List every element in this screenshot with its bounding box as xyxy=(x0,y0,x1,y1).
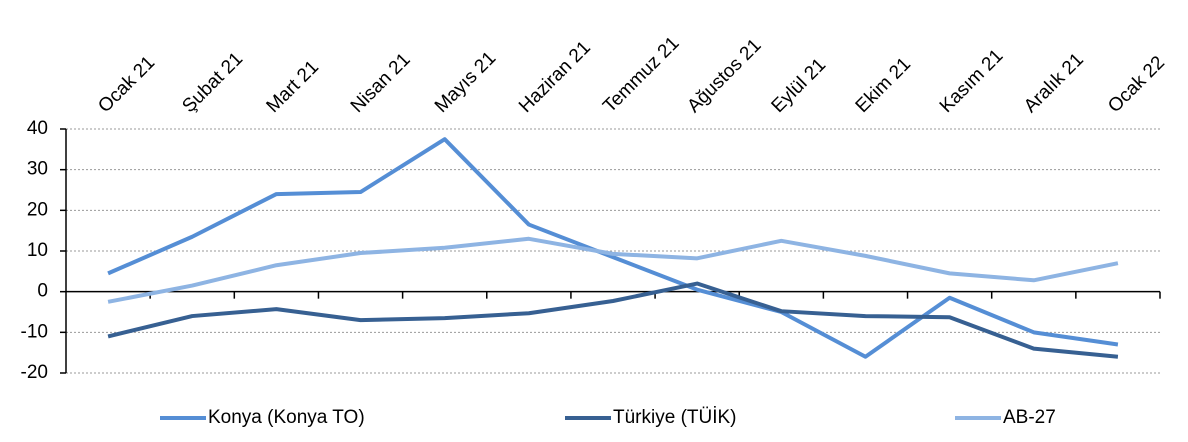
x-tick-label: Ekim 21 xyxy=(852,54,915,117)
x-tick-label: Şubat 21 xyxy=(178,48,247,117)
x-tick-label: Kasım 21 xyxy=(936,45,1008,117)
x-tick-label: Aralık 21 xyxy=(1020,49,1088,117)
series-line xyxy=(107,281,1119,359)
x-tick-label: Nisan 21 xyxy=(347,49,415,117)
y-tick-label: 30 xyxy=(27,159,48,180)
legend-label: Türkiye (TÜİK) xyxy=(613,407,737,428)
x-tick-label: Temmuz 21 xyxy=(599,33,683,117)
x-tick-label: Mayıs 21 xyxy=(431,48,500,117)
series-line xyxy=(107,137,1119,359)
y-tick-label: 0 xyxy=(37,281,48,302)
x-tick-label: Ocak 21 xyxy=(94,52,159,117)
y-tick-label: -20 xyxy=(21,362,48,383)
legend-label: AB-27 xyxy=(1003,407,1056,428)
x-tick-label: Eylül 21 xyxy=(768,54,831,117)
legend-label: Konya (Konya TO) xyxy=(208,407,365,428)
series-line xyxy=(107,236,1119,304)
y-tick-label: 40 xyxy=(27,118,48,139)
x-tick-label: Haziran 21 xyxy=(515,37,595,117)
y-tick-label: -10 xyxy=(21,321,48,342)
x-tick-label: Mart 21 xyxy=(263,57,323,117)
x-tick-label: Ağustos 21 xyxy=(683,35,765,117)
y-tick-label: 20 xyxy=(27,199,48,220)
x-tick-label: Ocak 22 xyxy=(1104,52,1169,117)
y-tick-label: 10 xyxy=(27,240,48,261)
